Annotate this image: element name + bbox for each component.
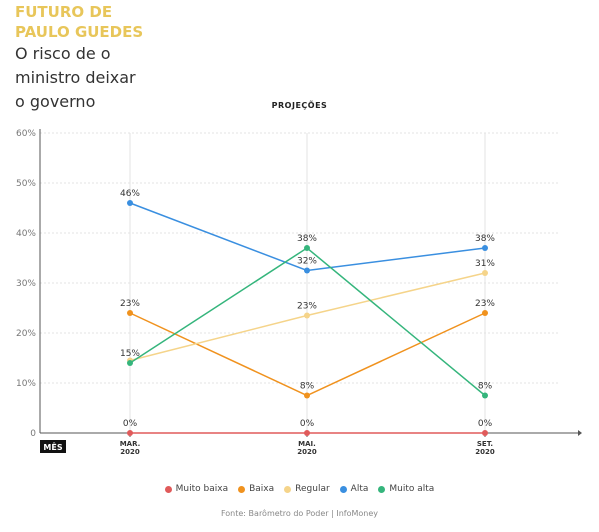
legend: Muito baixa Baixa Regular Alta Muito alta <box>0 484 599 494</box>
data-point-regular <box>482 270 488 276</box>
y-tick-label: 0 <box>30 429 36 439</box>
legend-label: Muito alta <box>389 484 435 494</box>
x-tick-label-year: 2020 <box>475 448 495 456</box>
data-point-muito_baixa <box>482 430 488 436</box>
y-tick-label: 30% <box>16 279 36 289</box>
x-axis-tag: MÊS <box>43 441 62 452</box>
data-label-muito_baixa: 0% <box>123 419 138 429</box>
kicker-line-2: PAULO GUEDES <box>15 23 144 41</box>
kicker: FUTURO DE PAULO GUEDES <box>15 2 143 42</box>
legend-item-alta: Alta <box>339 484 369 494</box>
data-point-muito_alta <box>482 392 488 399</box>
y-tick-label: 10% <box>16 379 36 389</box>
x-axis-arrow <box>578 430 582 436</box>
data-label-baixa: 8% <box>300 382 315 392</box>
data-label-baixa: 23% <box>120 299 140 309</box>
legend-swatch <box>284 485 292 493</box>
x-tick-label-year: 2020 <box>297 448 317 456</box>
data-point-alta <box>482 245 488 251</box>
y-tick-label: 40% <box>16 229 36 239</box>
legend-item-muito_baixa: Muito baixa <box>164 484 229 494</box>
legend-label: Muito baixa <box>175 484 229 494</box>
legend-swatch <box>378 485 386 493</box>
data-label-muito_baixa: 0% <box>478 419 493 429</box>
chart-title: PROJEÇÕES <box>271 101 328 110</box>
data-label-baixa: 23% <box>475 299 495 309</box>
data-label-muito_alta: 8% <box>478 382 493 392</box>
legend-item-muito_alta: Muito alta <box>378 484 434 494</box>
data-point-muito_baixa <box>304 430 310 436</box>
data-label-alta: 32% <box>297 257 317 267</box>
headline-line-1: O risco de o <box>15 44 111 63</box>
x-tick-label: MAI. <box>298 440 316 448</box>
source-note: Fonte: Barômetro do Poder | InfoMoney <box>220 509 379 518</box>
legend-swatch <box>238 485 246 493</box>
data-label-alta: 38% <box>475 234 495 244</box>
data-label-muito_baixa: 0% <box>300 419 315 429</box>
legend-label: Regular <box>295 484 330 494</box>
legend-label: Alta <box>350 484 369 494</box>
headline-line-3: o governo <box>15 92 96 111</box>
data-point-baixa <box>482 310 488 316</box>
headline: O risco de o ministro deixar o governo <box>15 42 215 114</box>
data-label-muito_alta: 15% <box>120 349 140 359</box>
legend-swatch <box>164 485 172 493</box>
data-point-alta <box>127 200 133 206</box>
kicker-line-1: FUTURO DE <box>15 3 113 21</box>
legend-item-regular: Regular <box>284 484 330 494</box>
legend-swatch <box>339 485 347 493</box>
x-tick-label-year: 2020 <box>120 448 140 456</box>
y-tick-label: 60% <box>16 129 36 139</box>
data-point-regular <box>304 312 310 319</box>
line-chart: 010%20%30%40%50%60%MAR.2020MAI.2020SET.2… <box>16 129 582 456</box>
x-tick-label: SET. <box>477 440 493 448</box>
legend-item-baixa: Baixa <box>238 484 274 494</box>
data-point-muito_alta <box>304 245 310 251</box>
data-point-alta <box>304 267 310 274</box>
data-label-extra: 23% <box>297 302 317 312</box>
data-point-baixa <box>304 392 310 399</box>
data-point-baixa <box>127 310 133 316</box>
x-tick-label: MAR. <box>120 440 141 448</box>
data-point-muito_alta <box>127 360 133 366</box>
data-label-muito_alta: 38% <box>297 234 317 244</box>
headline-line-2: ministro deixar <box>15 68 136 87</box>
y-tick-label: 20% <box>16 329 36 339</box>
data-label-regular: 31% <box>475 259 495 269</box>
data-point-muito_baixa <box>127 430 133 436</box>
data-label-alta: 46% <box>120 189 140 199</box>
y-tick-label: 50% <box>16 179 36 189</box>
x-axis-tag-bg <box>40 440 66 453</box>
legend-label: Baixa <box>249 484 275 494</box>
